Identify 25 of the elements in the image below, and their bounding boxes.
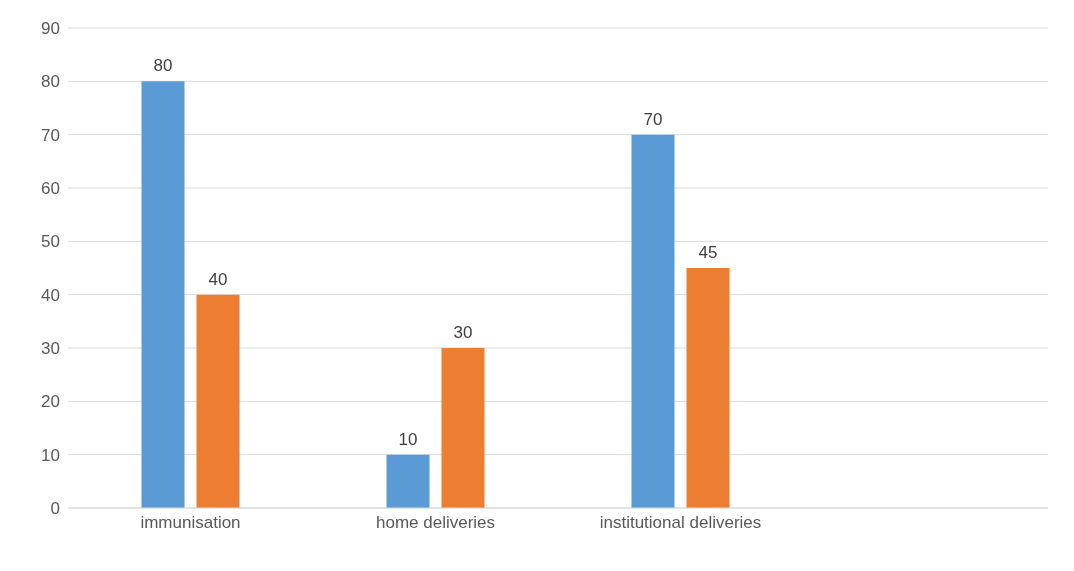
bar <box>686 268 730 508</box>
y-tick-label: 50 <box>41 232 60 252</box>
y-tick-label: 20 <box>41 392 60 412</box>
x-tick-label: home deliveries <box>375 513 496 533</box>
bar <box>196 294 240 508</box>
y-tick-label: 30 <box>41 339 60 359</box>
data-label: 45 <box>698 243 718 262</box>
y-tick-label: 70 <box>41 125 60 145</box>
y-tick-label: 10 <box>41 445 60 465</box>
data-label: 80 <box>153 56 173 76</box>
bar <box>631 134 675 508</box>
data-label: 30 <box>453 323 473 342</box>
y-tick-label: 60 <box>41 179 60 199</box>
y-tick-label: 90 <box>41 19 60 39</box>
bar <box>441 348 485 508</box>
y-tick-label: 0 <box>50 499 60 519</box>
data-label: 70 <box>643 109 663 129</box>
y-tick-label: 80 <box>41 72 60 92</box>
x-tick-label: institutional deliveries <box>599 513 762 533</box>
data-label: 10 <box>398 429 418 449</box>
bar <box>141 81 185 508</box>
x-tick-label: immunisation <box>140 513 241 533</box>
bar <box>386 454 430 508</box>
y-tick-label: 40 <box>41 285 60 305</box>
data-label: 40 <box>208 269 228 289</box>
